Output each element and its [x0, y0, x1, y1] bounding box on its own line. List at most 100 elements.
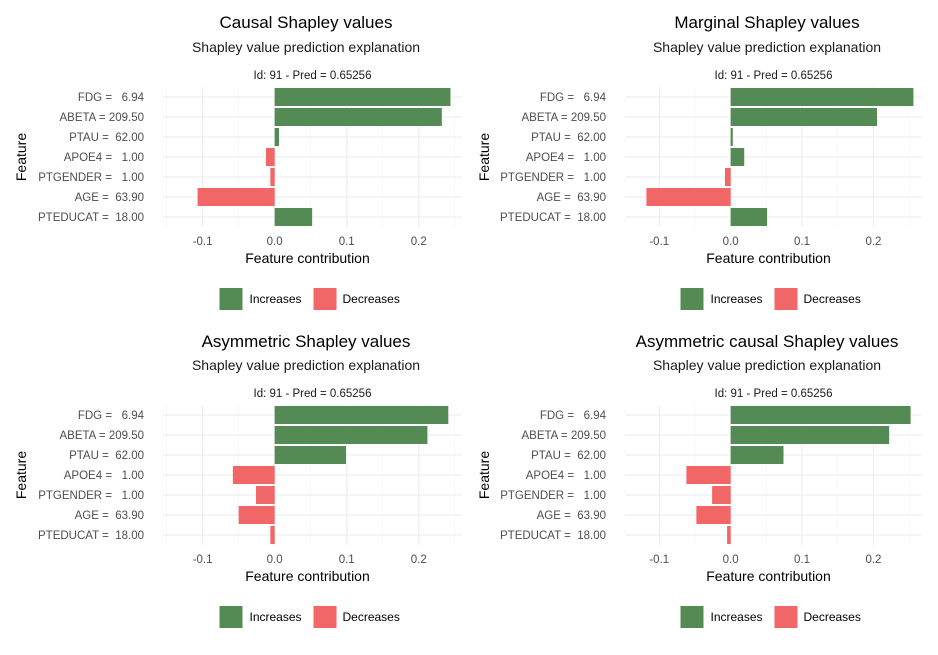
legend-label-decreases: Decreases	[343, 292, 400, 306]
x-axis-title: Feature contribution	[706, 568, 831, 584]
panel-label: Id: 91 - Pred = 0.65256	[715, 70, 833, 82]
bar	[730, 128, 733, 146]
legend-swatch-decreases	[313, 606, 337, 628]
y-tick-label: AGE = 63.90	[75, 510, 144, 522]
bar	[274, 426, 428, 444]
chart-title: Marginal Shapley values	[674, 13, 859, 32]
y-tick-label: PTAU = 62.00	[69, 132, 144, 144]
chart-subtitle: Shapley value prediction explanation	[653, 39, 881, 55]
chart-subtitle: Shapley value prediction explanation	[192, 39, 420, 55]
bar	[274, 208, 313, 226]
legend-label-increases: Increases	[711, 292, 763, 306]
bar	[730, 426, 890, 444]
x-tick-label: 0.2	[411, 236, 427, 248]
panel-label: Id: 91 - Pred = 0.65256	[715, 388, 833, 400]
bar	[730, 148, 745, 166]
y-tick-label: ABETA = 209.50	[522, 430, 607, 442]
legend-swatch-increases	[680, 288, 704, 310]
bar	[730, 108, 878, 126]
legend-label-decreases: Decreases	[343, 610, 400, 624]
bar	[730, 208, 768, 226]
bar	[274, 88, 451, 106]
bar	[197, 188, 275, 206]
y-tick-label: PTGENDER = 1.00	[38, 172, 144, 184]
x-axis-title: Feature contribution	[245, 568, 370, 584]
x-tick-label: -0.1	[649, 554, 669, 566]
x-tick-label: -0.1	[649, 236, 669, 248]
y-tick-label: AGE = 63.90	[75, 192, 144, 204]
y-tick-label: PTAU = 62.00	[531, 132, 606, 144]
bar	[232, 466, 275, 484]
bar	[730, 446, 784, 464]
y-tick-label: PTEDUCAT = 18.00	[38, 530, 144, 542]
chart-subtitle: Shapley value prediction explanation	[192, 357, 420, 373]
y-tick-label: PTEDUCAT = 18.00	[500, 530, 606, 542]
bar	[727, 526, 731, 544]
y-tick-label: APOE4 = 1.00	[526, 470, 606, 482]
x-axis-title: Feature contribution	[245, 250, 370, 266]
legend-swatch-increases	[219, 288, 243, 310]
y-tick-label: FDG = 6.94	[540, 92, 607, 104]
y-tick-label: APOE4 = 1.00	[64, 470, 144, 482]
y-axis-title: Feature	[13, 451, 29, 499]
y-tick-label: APOE4 = 1.00	[64, 152, 144, 164]
legend-label-decreases: Decreases	[804, 292, 861, 306]
x-tick-label: 0.2	[865, 236, 881, 248]
y-tick-label: APOE4 = 1.00	[526, 152, 606, 164]
x-tick-label: -0.1	[193, 554, 213, 566]
x-tick-label: 0.0	[267, 236, 283, 248]
y-tick-label: FDG = 6.94	[540, 410, 607, 422]
y-tick-label: PTAU = 62.00	[69, 450, 144, 462]
x-tick-label: 0.1	[339, 236, 355, 248]
x-tick-label: -0.1	[193, 236, 213, 248]
y-axis-title: Feature	[13, 133, 29, 181]
y-tick-label: PTGENDER = 1.00	[500, 172, 606, 184]
legend-swatch-decreases	[774, 288, 798, 310]
y-tick-label: PTEDUCAT = 18.00	[38, 212, 144, 224]
bar	[730, 406, 911, 424]
x-tick-label: 0.1	[339, 554, 355, 566]
bar	[238, 506, 275, 524]
y-axis-title: Feature	[476, 133, 492, 181]
legend-swatch-decreases	[774, 606, 798, 628]
bar	[686, 466, 731, 484]
x-tick-label: 0.2	[411, 554, 427, 566]
legend-label-decreases: Decreases	[804, 610, 861, 624]
y-tick-label: FDG = 6.94	[78, 92, 145, 104]
x-tick-label: 0.0	[723, 236, 739, 248]
y-tick-label: PTGENDER = 1.00	[500, 490, 606, 502]
bar	[270, 168, 275, 186]
bar	[712, 486, 731, 504]
bar	[696, 506, 731, 524]
bar	[274, 406, 449, 424]
x-tick-label: 0.1	[794, 554, 810, 566]
legend-swatch-increases	[219, 606, 243, 628]
panel-label: Id: 91 - Pred = 0.65256	[254, 388, 372, 400]
chart-subtitle: Shapley value prediction explanation	[653, 357, 881, 373]
x-tick-label: 0.0	[723, 554, 739, 566]
bar	[646, 188, 731, 206]
bar	[266, 148, 275, 166]
legend-swatch-decreases	[313, 288, 337, 310]
chart-title: Asymmetric causal Shapley values	[636, 332, 899, 351]
bar	[274, 128, 279, 146]
legend-label-increases: Increases	[250, 292, 302, 306]
panel-label: Id: 91 - Pred = 0.65256	[254, 70, 372, 82]
legend-swatch-increases	[680, 606, 704, 628]
x-tick-label: 0.0	[267, 554, 283, 566]
y-tick-label: PTAU = 62.00	[531, 450, 606, 462]
x-tick-label: 0.1	[794, 236, 810, 248]
y-tick-label: ABETA = 209.50	[60, 430, 145, 442]
chart-title: Asymmetric Shapley values	[202, 332, 411, 351]
y-tick-label: ABETA = 209.50	[60, 112, 145, 124]
y-tick-label: AGE = 63.90	[537, 192, 606, 204]
bar	[724, 168, 731, 186]
x-axis-title: Feature contribution	[706, 250, 831, 266]
y-tick-label: AGE = 63.90	[537, 510, 606, 522]
legend-label-increases: Increases	[711, 610, 763, 624]
y-tick-label: FDG = 6.94	[78, 410, 145, 422]
bar	[255, 486, 275, 504]
y-tick-label: PTGENDER = 1.00	[38, 490, 144, 502]
y-tick-label: PTEDUCAT = 18.00	[500, 212, 606, 224]
